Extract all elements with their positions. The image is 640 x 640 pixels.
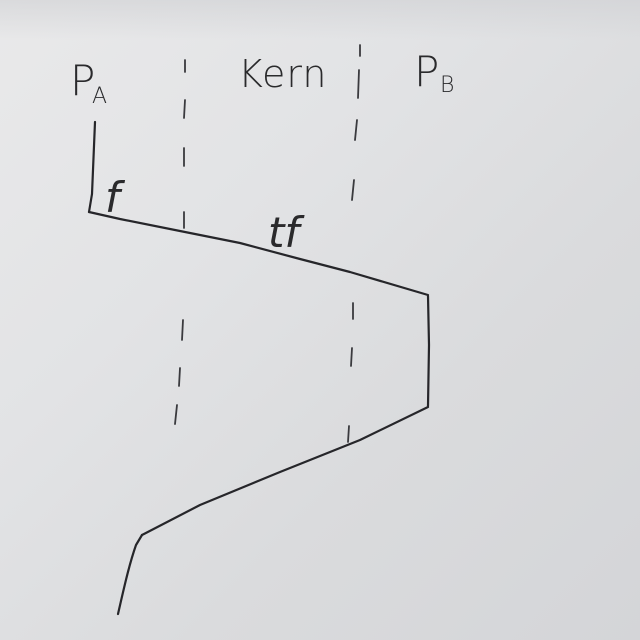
message-arrow-to-pb [87,210,430,297]
lane-label-pb: P B [414,47,454,98]
lane-label-kern: Kern [238,52,327,96]
lane-pa-subscript: A [92,84,107,109]
process-line-pa [87,120,97,214]
lane-pb-letter: P [414,47,439,96]
separator-right [347,44,361,443]
paper-shadow [0,0,640,40]
separator-left [174,59,186,425]
process-line-pb [426,294,431,408]
message-label-tf: tf [268,208,305,257]
lane-pb-subscript: B [440,73,454,98]
lane-label-pa: P A [70,56,107,109]
lane-pa-letter: P [70,56,95,105]
message-arrow-return [140,405,430,537]
process-line-pa-continued [116,533,144,616]
message-label-f: f [105,173,126,222]
